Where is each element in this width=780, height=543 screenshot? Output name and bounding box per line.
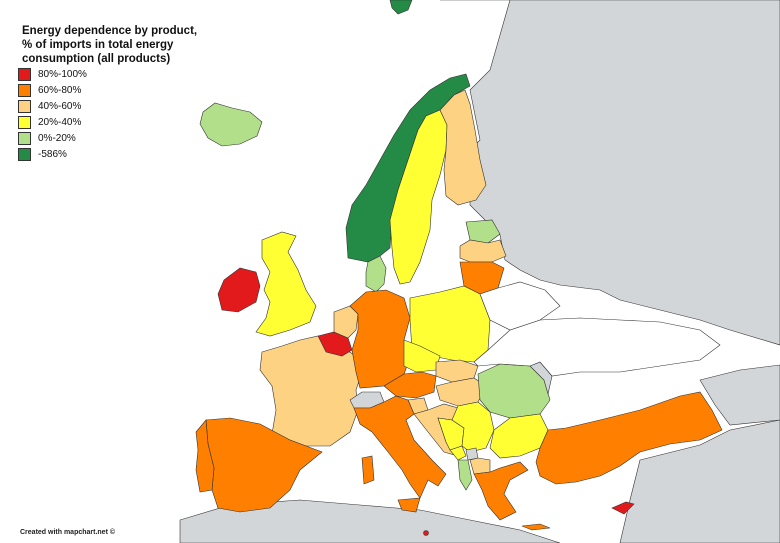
region-caucasus (699, 364, 780, 426)
legend-item: 40%-60% (18, 98, 87, 114)
region-sardinia (361, 455, 375, 485)
region-crete (521, 523, 551, 531)
legend-swatch (18, 67, 31, 81)
region-malta (423, 530, 429, 536)
region-ireland (217, 267, 261, 313)
legend-swatch (18, 83, 31, 97)
legend-item: 60%-80% (18, 82, 87, 98)
legend-label: 80%-100% (38, 68, 87, 80)
legend-swatch (18, 115, 31, 129)
legend-item: 80%-100% (18, 66, 87, 82)
region-cyprus (611, 501, 635, 515)
credit-text: Created with mapchart.net © (20, 529, 116, 536)
region-united-kingdom (255, 231, 317, 337)
legend-item: 20%-40% (18, 114, 87, 130)
region-iceland (199, 102, 263, 147)
region-finland (439, 89, 487, 206)
legend-swatch (18, 99, 31, 113)
region-russia-east (440, 0, 780, 346)
legend-label: -586% (38, 148, 67, 160)
region-portugal (195, 419, 215, 493)
region-belarus (479, 281, 561, 331)
legend-label: 40%-60% (38, 100, 82, 112)
legend-title-line-3: consumption (all products) (22, 53, 171, 65)
legend-swatch (18, 147, 31, 161)
legend-label: 0%-20% (38, 132, 76, 144)
legend-title-line-2: % of imports in total energy (22, 39, 174, 51)
region-serbia (451, 401, 495, 453)
region-france (259, 335, 363, 447)
region-germany (349, 289, 411, 389)
region-austria (383, 371, 437, 399)
region-ukraine (473, 317, 721, 377)
region-sicily (397, 497, 421, 513)
region-north-macedonia (469, 457, 491, 475)
legend-title-line-1: Energy dependence by product, (22, 25, 198, 37)
region-estonia (465, 219, 501, 244)
legend-swatch (18, 131, 31, 145)
legend-title: Energy dependence by product, % of impor… (22, 24, 202, 66)
region-latvia (459, 239, 507, 263)
legend-label: 60%-80% (38, 84, 82, 96)
legend: 80%-100% 60%-80% 40%-60% 20%-40% 0%-20% … (18, 66, 87, 162)
region-svalbard (389, 0, 413, 15)
legend-item: -586% (18, 146, 87, 162)
region-montenegro (449, 445, 467, 461)
region-turkey (535, 391, 723, 485)
legend-label: 20%-40% (38, 116, 82, 128)
region-italy (353, 395, 447, 499)
region-denmark (365, 255, 387, 293)
region-greece (473, 461, 529, 521)
legend-item: 0%-20% (18, 130, 87, 146)
region-albania (457, 459, 473, 491)
